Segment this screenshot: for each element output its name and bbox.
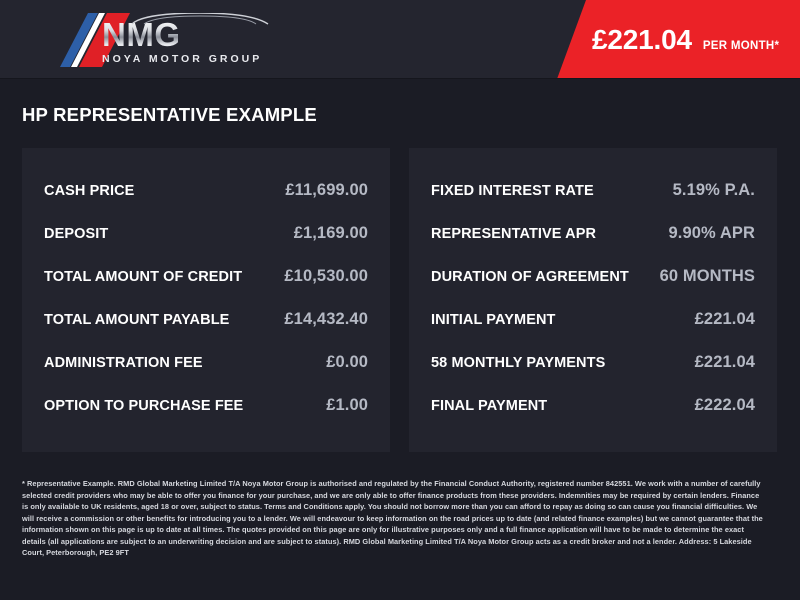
logo-wordmark: NOYA MOTOR GROUP — [102, 53, 263, 65]
table-row: DURATION OF AGREEMENT 60 MONTHS — [431, 267, 755, 310]
monthly-price-unit: PER MONTH* — [702, 39, 780, 52]
table-row: 58 MONTHLY PAYMENTS £221.04 — [431, 353, 755, 396]
row-label: DEPOSIT — [44, 226, 109, 242]
finance-panel-left: CASH PRICE £11,699.00 DEPOSIT £1,169.00 … — [22, 148, 390, 452]
table-row: ADMINISTRATION FEE £0.00 — [44, 353, 368, 396]
row-value: £1,169.00 — [293, 224, 368, 242]
representative-example-disclaimer: * Representative Example. RMD Global Mar… — [22, 479, 763, 557]
row-label: INITIAL PAYMENT — [431, 312, 556, 328]
table-row: FIXED INTEREST RATE 5.19% P.A. — [431, 181, 755, 224]
row-label: CASH PRICE — [44, 183, 135, 199]
row-value: £222.04 — [694, 396, 755, 414]
row-label: TOTAL AMOUNT PAYABLE — [44, 312, 230, 328]
row-value: £14,432.40 — [284, 310, 368, 328]
row-value: 9.90% APR — [668, 224, 755, 242]
row-value: £1.00 — [326, 396, 368, 414]
row-value: £10,530.00 — [284, 267, 368, 285]
row-label: TOTAL AMOUNT OF CREDIT — [44, 269, 243, 285]
car-silhouette-icon — [131, 13, 269, 25]
table-row: TOTAL AMOUNT OF CREDIT £10,530.00 — [44, 267, 368, 310]
monthly-price-flash: £221.04 PER MONTH* — [557, 0, 800, 78]
page-title: HP REPRESENTATIVE EXAMPLE — [22, 104, 317, 125]
monthly-price-amount: £221.04 — [592, 23, 692, 55]
row-value: £221.04 — [694, 353, 755, 371]
row-label: DURATION OF AGREEMENT — [431, 269, 629, 285]
table-row: TOTAL AMOUNT PAYABLE £14,432.40 — [44, 310, 368, 353]
logo-text-block: NMG NOYA MOTOR GROUP — [102, 13, 269, 65]
logo-stripes-icon — [60, 13, 130, 67]
row-value: £0.00 — [326, 353, 368, 371]
table-row: DEPOSIT £1,169.00 — [44, 224, 368, 267]
table-row: REPRESENTATIVE APR 9.90% APR — [431, 224, 755, 267]
table-row: CASH PRICE £11,699.00 — [44, 181, 368, 224]
row-label: REPRESENTATIVE APR — [431, 226, 597, 242]
logo-monogram: NMG — [102, 16, 181, 53]
page-header: NMG NOYA MOTOR GROUP £221.04 PER MONTH* — [0, 0, 800, 79]
row-label: FIXED INTEREST RATE — [431, 183, 594, 199]
row-value: 5.19% P.A. — [672, 181, 755, 199]
row-label: ADMINISTRATION FEE — [44, 355, 203, 371]
finance-details-panels: CASH PRICE £11,699.00 DEPOSIT £1,169.00 … — [22, 148, 778, 452]
row-value: 60 MONTHS — [659, 267, 755, 285]
row-label: OPTION TO PURCHASE FEE — [44, 398, 244, 414]
brand-logo[interactable]: NMG NOYA MOTOR GROUP — [58, 12, 288, 68]
row-value: £11,699.00 — [285, 181, 368, 199]
table-row: FINAL PAYMENT £222.04 — [431, 396, 755, 439]
row-label: 58 MONTHLY PAYMENTS — [431, 355, 606, 371]
table-row: INITIAL PAYMENT £221.04 — [431, 310, 755, 353]
table-row: OPTION TO PURCHASE FEE £1.00 — [44, 396, 368, 439]
row-label: FINAL PAYMENT — [431, 398, 548, 414]
finance-panel-right: FIXED INTEREST RATE 5.19% P.A. REPRESENT… — [409, 148, 777, 452]
row-value: £221.04 — [694, 310, 755, 328]
